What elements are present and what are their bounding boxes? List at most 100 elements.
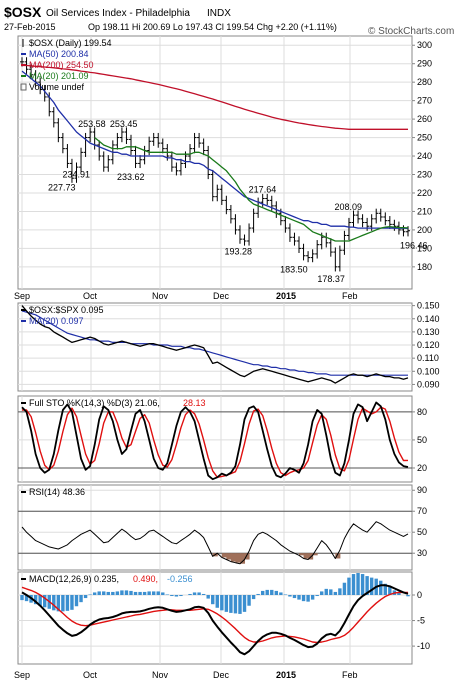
macd-histogram-bar: [24, 595, 29, 602]
macd-histogram-bar: [97, 591, 101, 595]
stochastic-d-line: [22, 406, 409, 478]
y-tick-label: 190: [417, 243, 432, 253]
macd-histogram-bar: [20, 595, 24, 601]
macd-histogram-bar: [111, 591, 115, 595]
ratio-line: [21, 305, 409, 384]
legend-label: MA(200) 254.50: [29, 60, 94, 70]
y-tick-label: 290: [417, 59, 432, 69]
x-tick-label-oct: Oct: [83, 291, 98, 301]
macd-line: [21, 584, 409, 656]
price-annotation: 227.73: [48, 183, 76, 193]
legend-label: Full STO %K(14,3) %D(3) 21.06,: [29, 398, 160, 408]
macd-histogram-bar: [170, 595, 174, 597]
macd-histogram-bar: [201, 593, 206, 595]
quote-date: 27-Feb-2015: [4, 22, 56, 32]
macd-histogram-bar: [102, 591, 106, 595]
x-tick-label-nov: Nov: [152, 670, 169, 680]
panel-4: -10 -5 0 MACD(12,26,9) 0.235, 0.490, -0.256: [17, 571, 430, 665]
x-tick-label-oct: Oct: [83, 670, 98, 680]
y-tick-label: 50: [417, 527, 427, 537]
macd-histogram-bar: [211, 595, 215, 605]
macd-histogram-bar: [197, 592, 201, 595]
panel-2: 20 50 80 Full STO %K(14,3) %D(3) 21.06, 28.1…: [17, 395, 427, 483]
macd-histogram-bar: [270, 589, 274, 595]
macd-histogram-bar: [388, 586, 392, 595]
symbol-title: $OSX: [4, 4, 42, 20]
y-tick-label: 0.150: [417, 301, 440, 311]
panel-frame: [17, 484, 413, 571]
x-tick-label-feb: Feb: [342, 670, 358, 680]
price-annotation: 196.46: [400, 240, 428, 250]
macd-histogram-bar: [288, 595, 292, 597]
rsi-oversold-fill: [239, 553, 246, 564]
macd-histogram-bar: [115, 591, 120, 595]
y-tick-label: 210: [417, 206, 432, 216]
legend-swatch: [20, 83, 27, 91]
y-tick-label: 230: [417, 170, 432, 180]
y-tick-label: 20: [417, 463, 427, 473]
macd-histogram-bar: [156, 591, 160, 595]
y-tick-label: 50: [417, 435, 427, 445]
price-annotation: 208.09: [335, 202, 363, 212]
x-tick-label-dec: Dec: [213, 670, 230, 680]
legend-label: -0.256: [167, 574, 193, 584]
index-name: Oil Services Index - Philadelphia: [46, 8, 190, 19]
macd-histogram-bar: [43, 595, 47, 608]
y-tick-label: 70: [417, 506, 427, 516]
rsi-oversold-fill: [244, 553, 250, 560]
macd-histogram-bar: [129, 590, 133, 595]
macd-histogram-bar: [247, 595, 251, 606]
macd-histogram-bar: [297, 595, 301, 600]
macd-histogram-bar: [238, 595, 242, 614]
macd-histogram-bar: [315, 595, 319, 597]
y-tick-label: 220: [417, 188, 432, 198]
macd-histogram-bar: [124, 590, 129, 595]
legend-label: RSI(14) 48.36: [29, 487, 85, 497]
macd-histogram-bar: [224, 595, 229, 612]
macd-histogram-bar: [215, 595, 219, 608]
macd-histogram-bar: [92, 592, 97, 595]
macd-histogram-bar: [342, 582, 347, 595]
y-tick-label: 0: [417, 590, 422, 600]
legend-label: 28.13: [183, 398, 206, 408]
legend-label: $OSX:$SPX 0.095: [29, 305, 104, 315]
macd-histogram-bar: [165, 594, 170, 595]
macd-histogram-bar: [65, 595, 70, 611]
macd-histogram-bar: [306, 595, 310, 602]
stochastic-k-line: [21, 401, 409, 481]
macd-histogram-bar: [161, 592, 165, 595]
ma50-line: [21, 70, 409, 230]
macd-histogram-bar: [301, 595, 306, 602]
macd-histogram-bar: [151, 591, 156, 595]
y-tick-label: 280: [417, 77, 432, 87]
y-tick-label: 240: [417, 151, 432, 161]
y-tick-label: 30: [417, 548, 427, 558]
macd-histogram-bar: [265, 589, 269, 595]
price-annotation: 253.58: [78, 119, 106, 129]
y-tick-label: 260: [417, 114, 432, 124]
macd-histogram-bar: [233, 595, 238, 614]
y-tick-label: 0.140: [417, 314, 440, 324]
macd-histogram-bar: [83, 595, 88, 599]
x-axis-top: Sep Oct Nov Dec 2015 Feb: [14, 291, 358, 301]
macd-histogram-bar: [179, 595, 183, 597]
macd-signal-line: [21, 586, 409, 644]
macd-histogram-bar: [333, 591, 338, 595]
macd-histogram-bar: [220, 595, 224, 611]
macd-histogram-bar: [260, 590, 265, 595]
macd-histogram-bar: [369, 577, 374, 595]
rsi-oversold-fill: [335, 553, 341, 559]
y-tick-label: 0.120: [417, 340, 440, 350]
macd-histogram-bar: [338, 588, 342, 595]
macd-histogram-bar: [320, 591, 324, 595]
y-tick-label: -5: [417, 616, 425, 626]
panel-0: 180 190 200 210 220 230 240 250 260 270 280 290 300 2…: [17, 35, 432, 290]
macd-histogram-bar: [351, 574, 356, 595]
macd-histogram-bar: [133, 591, 138, 595]
price-annotation: 233.62: [117, 172, 145, 182]
y-tick-label: -10: [417, 641, 430, 651]
macd-histogram-bar: [283, 594, 288, 595]
indicator-panels: 1801902002102202302402502602702802903002…: [17, 35, 440, 665]
legend-label: MA(20) 0.097: [29, 316, 84, 326]
macd-histogram-bar: [365, 576, 369, 595]
